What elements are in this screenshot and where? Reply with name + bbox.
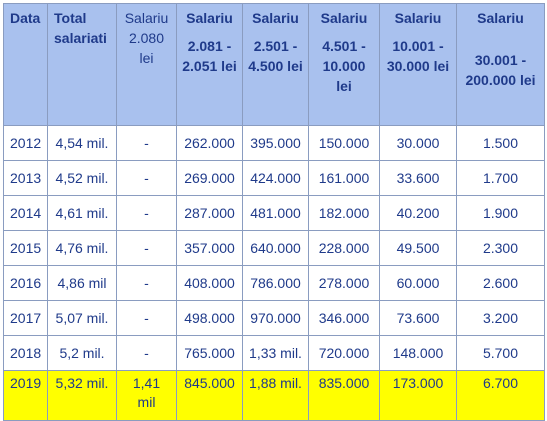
total-cell: 5,2 mil. xyxy=(47,335,117,371)
table-row: 2014 4,61 mil. - 287.000 481.000 182.000… xyxy=(3,195,545,231)
table-cell: 148.000 xyxy=(379,335,457,371)
table-cell: 1.500 xyxy=(456,125,545,161)
table-cell: 720.000 xyxy=(308,335,380,371)
header-salariu-2081-2051: Salariu 2.081 - 2.051 lei xyxy=(176,3,243,126)
salary-table-container: Data Total salariati Salariu 2.080 lei S… xyxy=(3,3,545,421)
table-row: 2015 4,76 mil. - 357.000 640.000 228.000… xyxy=(3,230,545,266)
table-cell: - xyxy=(116,300,177,336)
table-cell: 424.000 xyxy=(242,160,309,196)
table-row: 2017 5,07 mil. - 498.000 970.000 346.000… xyxy=(3,300,545,336)
table-cell: - xyxy=(116,335,177,371)
table-cell: 3.200 xyxy=(456,300,545,336)
header-total-salariati: Total salariati xyxy=(47,3,117,126)
table-cell: 408.000 xyxy=(176,265,243,301)
header-salariu-2501-4500: Salariu 2.501 - 4.500 lei xyxy=(242,3,309,126)
total-cell: 4,61 mil. xyxy=(47,195,117,231)
table-cell: - xyxy=(116,160,177,196)
year-cell: 2016 xyxy=(3,265,48,301)
table-row: 2018 5,2 mil. - 765.000 1,33 mil. 720.00… xyxy=(3,335,545,371)
total-cell: 4,54 mil. xyxy=(47,125,117,161)
table-cell: - xyxy=(116,125,177,161)
table-cell: 1.900 xyxy=(456,195,545,231)
table-cell: 161.000 xyxy=(308,160,380,196)
table-cell: 2.300 xyxy=(456,230,545,266)
table-cell: 33.600 xyxy=(379,160,457,196)
table-cell: 481.000 xyxy=(242,195,309,231)
table-cell: 640.000 xyxy=(242,230,309,266)
table-cell: 765.000 xyxy=(176,335,243,371)
year-cell: 2015 xyxy=(3,230,48,266)
total-cell: 5,32 mil. xyxy=(47,370,117,421)
table-cell: 2.600 xyxy=(456,265,545,301)
table-cell: 5.700 xyxy=(456,335,545,371)
table-cell: 49.500 xyxy=(379,230,457,266)
table-cell: 357.000 xyxy=(176,230,243,266)
table-cell: 395.000 xyxy=(242,125,309,161)
table-cell: 262.000 xyxy=(176,125,243,161)
table-cell: 40.200 xyxy=(379,195,457,231)
table-cell: 278.000 xyxy=(308,265,380,301)
table-cell: 173.000 xyxy=(379,370,457,421)
highlighted-row-2019: 2019 5,32 mil. 1,41 mil 845.000 1,88 mil… xyxy=(3,370,545,421)
table-cell: 346.000 xyxy=(308,300,380,336)
header-salariu-10001-30000: Salariu 10.001 - 30.000 lei xyxy=(379,3,457,126)
table-cell: - xyxy=(116,195,177,231)
table-cell: 269.000 xyxy=(176,160,243,196)
header-row: Data Total salariati Salariu 2.080 lei S… xyxy=(3,3,545,126)
table-cell: 60.000 xyxy=(379,265,457,301)
total-cell: 4,86 mil xyxy=(47,265,117,301)
table-row: 2016 4,86 mil - 408.000 786.000 278.000 … xyxy=(3,265,545,301)
total-cell: 5,07 mil. xyxy=(47,300,117,336)
header-salariu-2080: Salariu 2.080 lei xyxy=(116,3,177,126)
table-cell: 1,88 mil. xyxy=(242,370,309,421)
table-row: 2013 4,52 mil. - 269.000 424.000 161.000… xyxy=(3,160,545,196)
table-cell: 1.700 xyxy=(456,160,545,196)
table-cell: 845.000 xyxy=(176,370,243,421)
year-cell: 2012 xyxy=(3,125,48,161)
year-cell: 2017 xyxy=(3,300,48,336)
table-cell: 498.000 xyxy=(176,300,243,336)
table-cell: 30.000 xyxy=(379,125,457,161)
table-cell: 1,33 mil. xyxy=(242,335,309,371)
header-salariu-4501-10000: Salariu 4.501 - 10.000 lei xyxy=(308,3,380,126)
header-salariu-30001-200000: Salariu 30.001 - 200.000 lei xyxy=(456,3,545,126)
table-cell: 970.000 xyxy=(242,300,309,336)
table-cell: 835.000 xyxy=(308,370,380,421)
table-cell: - xyxy=(116,265,177,301)
table-row: 2012 4,54 mil. - 262.000 395.000 150.000… xyxy=(3,125,545,161)
table-cell: 228.000 xyxy=(308,230,380,266)
table-cell: 182.000 xyxy=(308,195,380,231)
year-cell: 2014 xyxy=(3,195,48,231)
salary-table: Data Total salariati Salariu 2.080 lei S… xyxy=(3,3,545,421)
table-cell: 73.600 xyxy=(379,300,457,336)
table-cell: 287.000 xyxy=(176,195,243,231)
table-cell: 6.700 xyxy=(456,370,545,421)
table-cell: 150.000 xyxy=(308,125,380,161)
year-cell: 2019 xyxy=(3,370,48,421)
total-cell: 4,76 mil. xyxy=(47,230,117,266)
table-cell: - xyxy=(116,230,177,266)
year-cell: 2013 xyxy=(3,160,48,196)
table-cell: 1,41 mil xyxy=(116,370,177,421)
header-data: Data xyxy=(3,3,48,126)
table-cell: 786.000 xyxy=(242,265,309,301)
year-cell: 2018 xyxy=(3,335,48,371)
total-cell: 4,52 mil. xyxy=(47,160,117,196)
